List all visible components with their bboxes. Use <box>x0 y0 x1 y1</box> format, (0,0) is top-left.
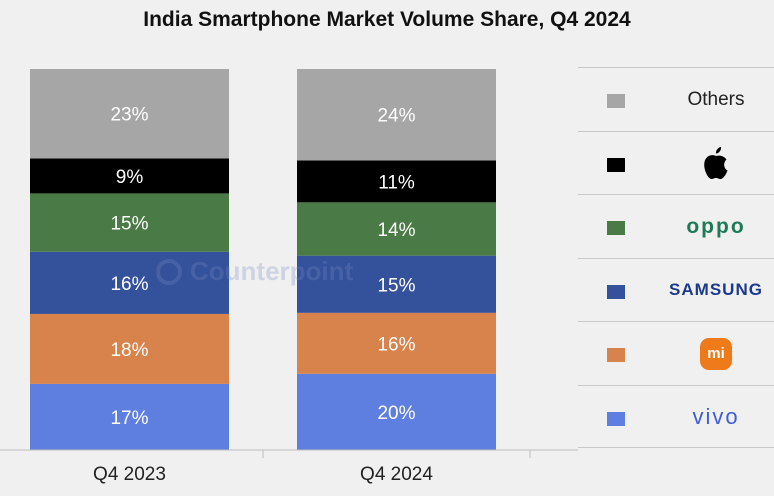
data-label-vivo-1: 17% <box>110 408 148 429</box>
data-label-oppo-2: 14% <box>377 220 415 241</box>
legend-item-samsung: SAMSUNG <box>578 257 774 322</box>
data-label-apple-2: 11% <box>378 172 415 193</box>
apple-logo-icon <box>704 147 728 179</box>
legend-swatch-others <box>607 94 625 108</box>
data-label-others-1: 23% <box>110 105 148 126</box>
watermark-logo-icon <box>156 258 182 285</box>
legend-item-others: Others <box>578 67 774 131</box>
bar-segment-apple-2 <box>297 160 496 203</box>
bar-segment-vivo-1 <box>30 383 229 450</box>
x-tick-label-2: Q4 2024 <box>360 464 433 485</box>
legend-swatch-vivo <box>607 411 625 426</box>
legend-swatch-xiaomi <box>607 348 625 362</box>
data-label-samsung-2: 15% <box>377 275 415 296</box>
legend-swatch-samsung <box>607 284 625 299</box>
bar-segment-samsung-1 <box>30 251 229 314</box>
data-label-apple-1: 9% <box>116 167 144 188</box>
legend-item-oppo: oppo <box>578 194 774 258</box>
legend-item-apple <box>578 130 774 195</box>
bar-segment-xiaomi-2 <box>297 312 496 374</box>
data-label-xiaomi-2: 16% <box>377 334 415 355</box>
bar-segment-oppo-1 <box>30 193 229 252</box>
legend: Others oppo SAMSUNG mi vivo <box>578 67 774 448</box>
bar-segment-xiaomi-1 <box>30 313 229 384</box>
legend-item-vivo: vivo <box>578 384 774 448</box>
legend-label-others: Others <box>687 88 745 110</box>
vivo-logo: vivo <box>692 404 740 429</box>
legend-swatch-apple <box>607 157 625 172</box>
bar-segment-vivo-2 <box>297 373 496 450</box>
bar-segment-samsung-2 <box>297 255 496 313</box>
data-label-samsung-1: 16% <box>110 274 148 295</box>
data-label-others-2: 24% <box>377 106 415 127</box>
x-tick-label-1: Q4 2023 <box>93 464 166 485</box>
bar-segment-others-2 <box>297 69 496 161</box>
watermark-text: Counterpoint <box>190 256 354 286</box>
bar-segment-others-1 <box>30 69 229 159</box>
legend-item-xiaomi: mi <box>578 321 774 385</box>
bar-segment-apple-1 <box>30 158 229 194</box>
data-label-oppo-1: 15% <box>110 214 148 235</box>
legend-swatch-oppo <box>607 221 625 235</box>
bar-segment-oppo-2 <box>297 202 496 256</box>
watermark: Counterpoint <box>156 256 353 287</box>
oppo-logo: oppo <box>686 214 746 238</box>
mi-logo-icon: mi <box>700 337 732 370</box>
chart-title: India Smartphone Market Volume Share, Q4… <box>143 8 631 31</box>
data-label-vivo-2: 20% <box>377 403 415 424</box>
samsung-logo: SAMSUNG <box>669 280 763 299</box>
data-label-xiaomi-1: 18% <box>110 340 148 361</box>
